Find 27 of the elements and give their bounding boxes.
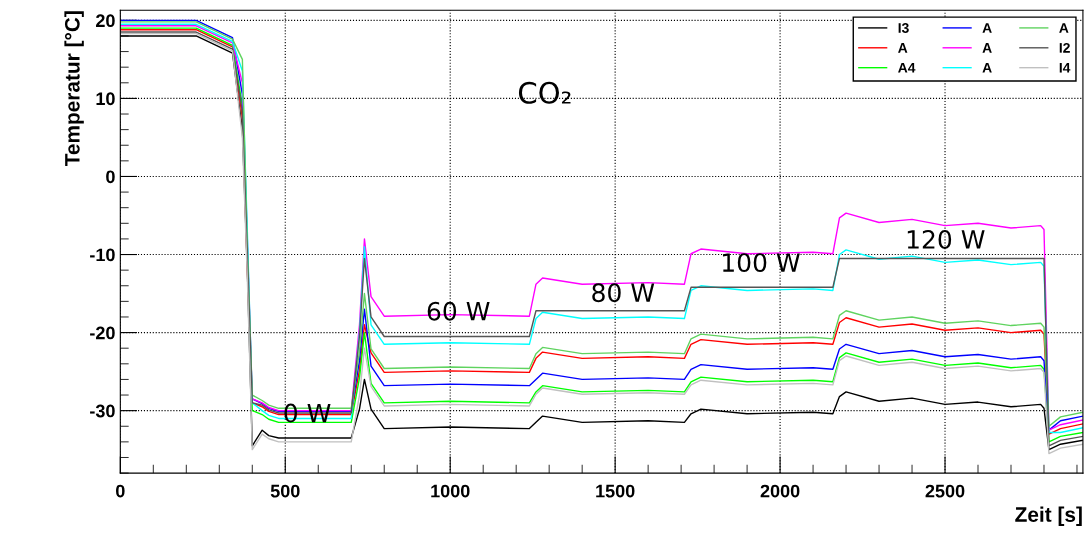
y-tick-label: 10 <box>96 92 115 106</box>
annotation: CO₂ <box>518 81 571 104</box>
y-tick-label: -30 <box>90 404 115 418</box>
x-tick-label: 1000 <box>431 484 470 498</box>
x-tick-label: 500 <box>270 484 300 498</box>
x-tick-label: 1500 <box>596 484 635 498</box>
legend-label: A <box>1059 23 1069 33</box>
legend-label: A <box>982 43 992 53</box>
y-tick-label: -20 <box>90 326 115 340</box>
x-axis-title: Zeit [s] <box>1015 506 1082 527</box>
x-tick-label: 2500 <box>925 484 965 498</box>
annotation: 100 W <box>723 253 800 273</box>
legend-label: I4 <box>1059 63 1071 73</box>
legend-label: A <box>982 23 992 33</box>
legend-label: A4 <box>898 63 916 73</box>
legend-label: A <box>898 43 908 53</box>
legend-label: A <box>982 63 992 73</box>
y-tick-label: 20 <box>96 14 115 28</box>
legend-label: I2 <box>1059 42 1070 53</box>
x-tick-label: 0 <box>116 484 125 498</box>
annotation: 120 W <box>907 229 985 249</box>
x-tick-label: 2000 <box>760 484 800 498</box>
annotation: 80 W <box>592 283 655 303</box>
y-axis-title: Temperatur [°C] <box>64 11 84 167</box>
legend-label: I3 <box>898 23 909 33</box>
y-tick-label: -10 <box>90 248 115 262</box>
y-tick-label: 0 <box>106 170 115 184</box>
